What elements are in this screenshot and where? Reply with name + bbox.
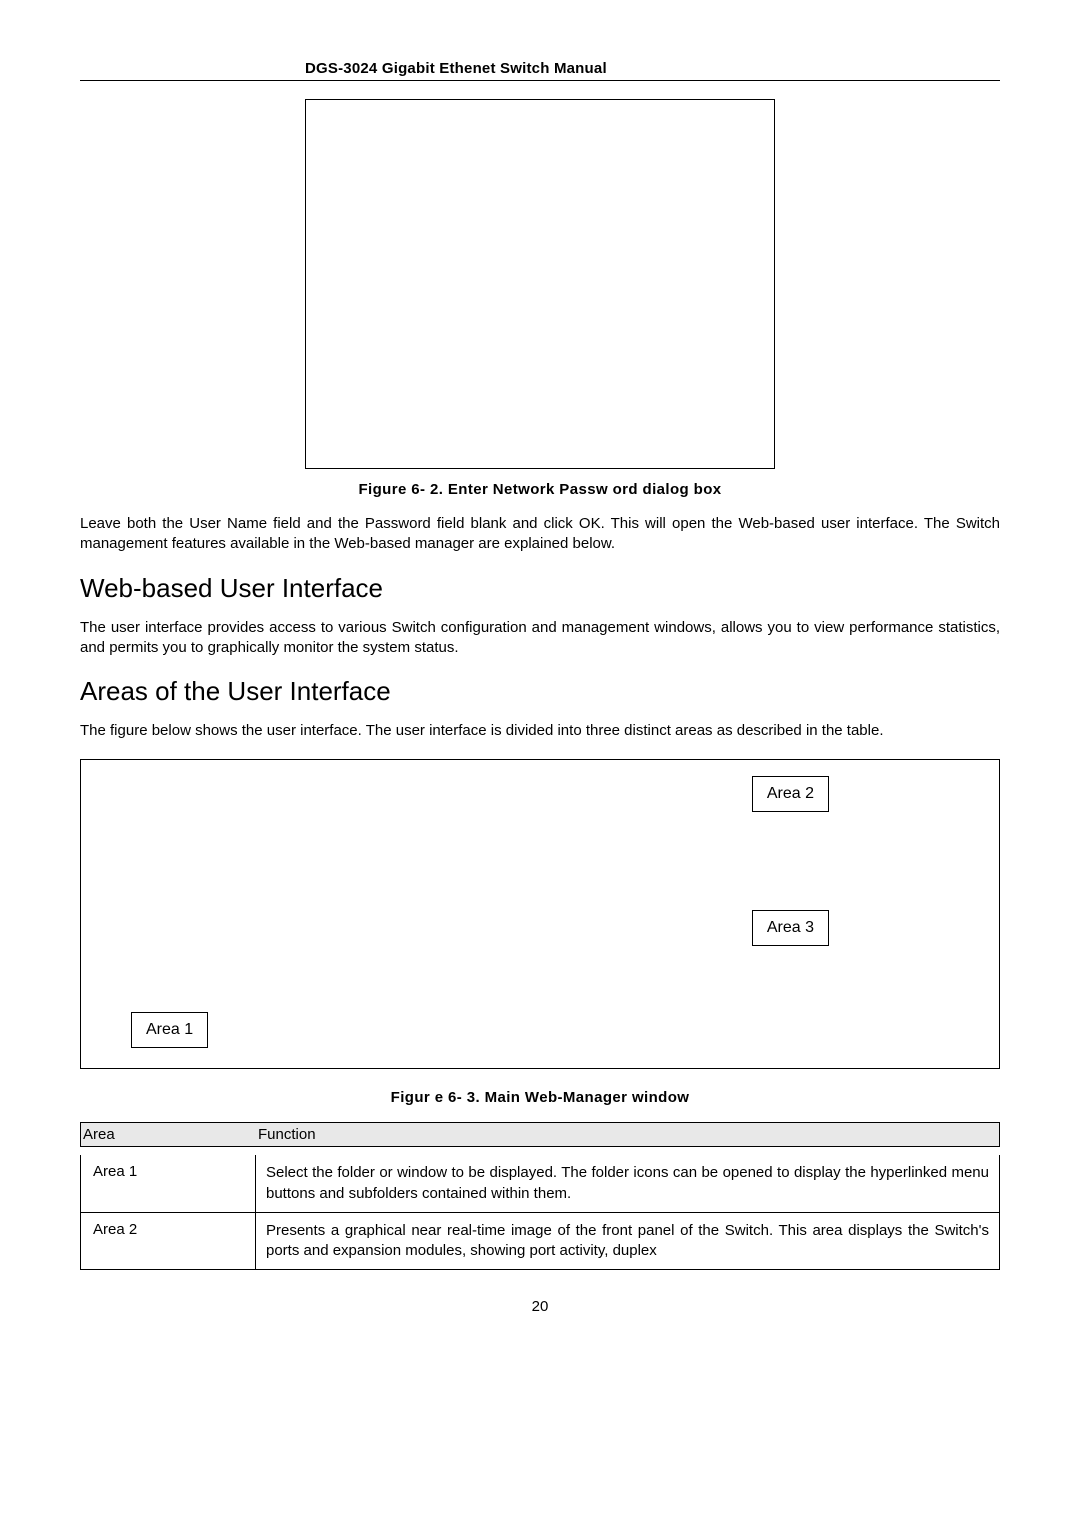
heading-web-based: Web-based User Interface [80,573,1000,604]
area-2-label: Area 2 [752,776,829,812]
table-cell-function: Select the folder or window to be displa… [256,1155,999,1212]
area-1-label: Area 1 [131,1012,208,1048]
figure-6-2-box [305,99,775,469]
paragraph-after-fig62: Leave both the User Name field and the P… [80,514,1000,555]
header-rule: DGS-3024 Gigabit Ethenet Switch Manual [80,60,1000,81]
paragraph-web-based: The user interface provides access to va… [80,618,1000,659]
table-header-function: Function [256,1123,999,1146]
heading-areas: Areas of the User Interface [80,676,1000,707]
table-cell-area: Area 1 [81,1155,256,1212]
figure-6-3-box: Area 2 Area 3 Area 1 [80,759,1000,1069]
paragraph-areas: The figure below shows the user interfac… [80,721,1000,741]
function-table-body: Area 1 Select the folder or window to be… [80,1155,1000,1270]
figure-6-3-caption: Figur e 6- 3. Main Web-Manager window [80,1089,1000,1106]
table-header-area: Area [81,1123,256,1146]
table-cell-area: Area 2 [81,1213,256,1270]
page-number: 20 [80,1298,1000,1315]
area-3-label: Area 3 [752,910,829,946]
figure-6-2-caption: Figure 6- 2. Enter Network Passw ord dia… [80,481,1000,498]
function-table-header: Area Function [80,1122,1000,1147]
table-cell-function: Presents a graphical near real-time imag… [256,1213,999,1270]
table-row: Area 2 Presents a graphical near real-ti… [81,1212,999,1270]
document-header: DGS-3024 Gigabit Ethenet Switch Manual [80,60,1000,77]
table-row: Area 1 Select the folder or window to be… [81,1155,999,1212]
